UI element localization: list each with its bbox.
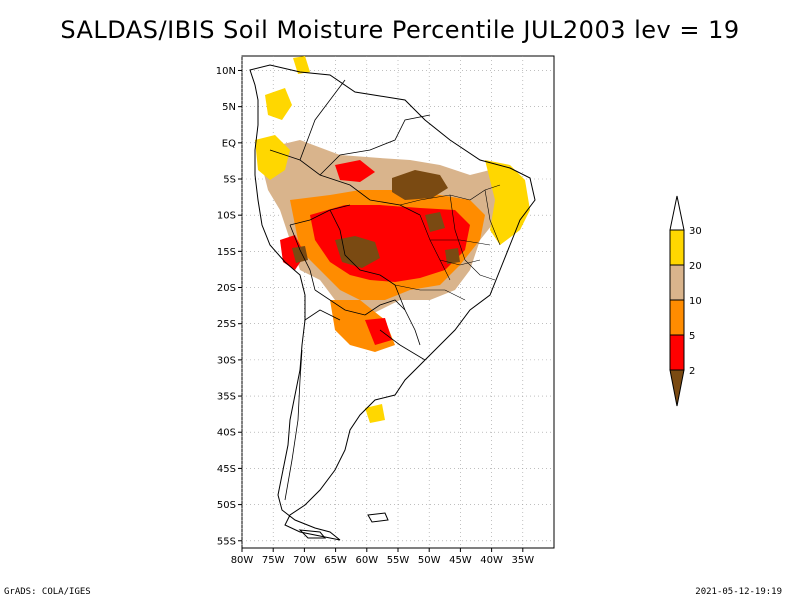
y-tick-label: 10N (216, 66, 236, 77)
falkland-islands (367, 512, 389, 523)
x-tick-label: 70W (293, 555, 316, 566)
y-tick-label: 45S (217, 464, 236, 475)
field-brown-mid (425, 212, 445, 232)
coastline (249, 64, 536, 541)
y-tick-label: 55S (217, 536, 236, 547)
x-tick-label: 45W (449, 555, 472, 566)
y-tick-label: 50S (217, 500, 236, 511)
legend-swatch (669, 229, 685, 266)
y-tick-label: 5N (222, 102, 236, 113)
soil-moisture-field (255, 56, 530, 423)
legend-label: 2 (689, 366, 695, 377)
x-tick-label: 40W (480, 555, 503, 566)
tierra-del-fuego (298, 529, 327, 539)
x-tick-label: 55W (387, 555, 410, 566)
map-frame (241, 55, 555, 549)
map-title: SALDAS/IBIS Soil Moisture Percentile JUL… (60, 16, 740, 44)
footer-timestamp: 2021-05-12-19:19 (695, 587, 782, 597)
field-yellow-south (365, 404, 385, 423)
field-red-south (365, 318, 392, 345)
x-tick-label: 60W (355, 555, 378, 566)
y-tick-label: 35S (217, 392, 236, 403)
y-tick-label: 25S (217, 319, 236, 330)
legend-colorbar: 2 5 10 20 30 (669, 195, 702, 407)
y-tick-label: 20S (217, 283, 236, 294)
field-brown-east (445, 248, 460, 264)
legend-swatch-below-2 (669, 369, 685, 407)
x-tick-label: 50W (418, 555, 441, 566)
field-yellow-top (293, 56, 310, 74)
y-tick-label: 30S (217, 355, 236, 366)
y-tick-label: EQ (222, 138, 236, 149)
field-yellow-west (255, 135, 290, 180)
legend-swatch-above-30 (669, 195, 685, 231)
legend-label: 20 (689, 261, 702, 272)
footer-credit: GrADS: COLA/IGES (4, 587, 91, 597)
legend-swatch (669, 334, 685, 371)
legend-swatch (669, 264, 685, 301)
legend-label: 5 (689, 331, 695, 342)
x-tick-label: 75W (262, 555, 285, 566)
legend-swatch (669, 299, 685, 336)
x-tick-label: 35W (511, 555, 534, 566)
field-brown-north (392, 170, 448, 200)
y-tick-label: 40S (217, 428, 236, 439)
state-borders (394, 184, 501, 301)
y-tick-label: 15S (217, 247, 236, 258)
field-brown-central (335, 236, 380, 268)
field-red-north (335, 160, 375, 182)
x-tick-label: 65W (324, 555, 347, 566)
x-tick-label: 80W (231, 555, 254, 566)
field-yellow-northwest (265, 88, 292, 120)
map-axes: 80W 75W 70W 65W 60W 55W 50W 45W 40W 35W 10N 5N EQ 5S 1… (216, 66, 534, 566)
legend-label: 10 (689, 296, 702, 307)
y-tick-label: 10S (217, 211, 236, 222)
y-tick-label: 5S (223, 175, 236, 186)
legend-label: 30 (689, 226, 702, 237)
